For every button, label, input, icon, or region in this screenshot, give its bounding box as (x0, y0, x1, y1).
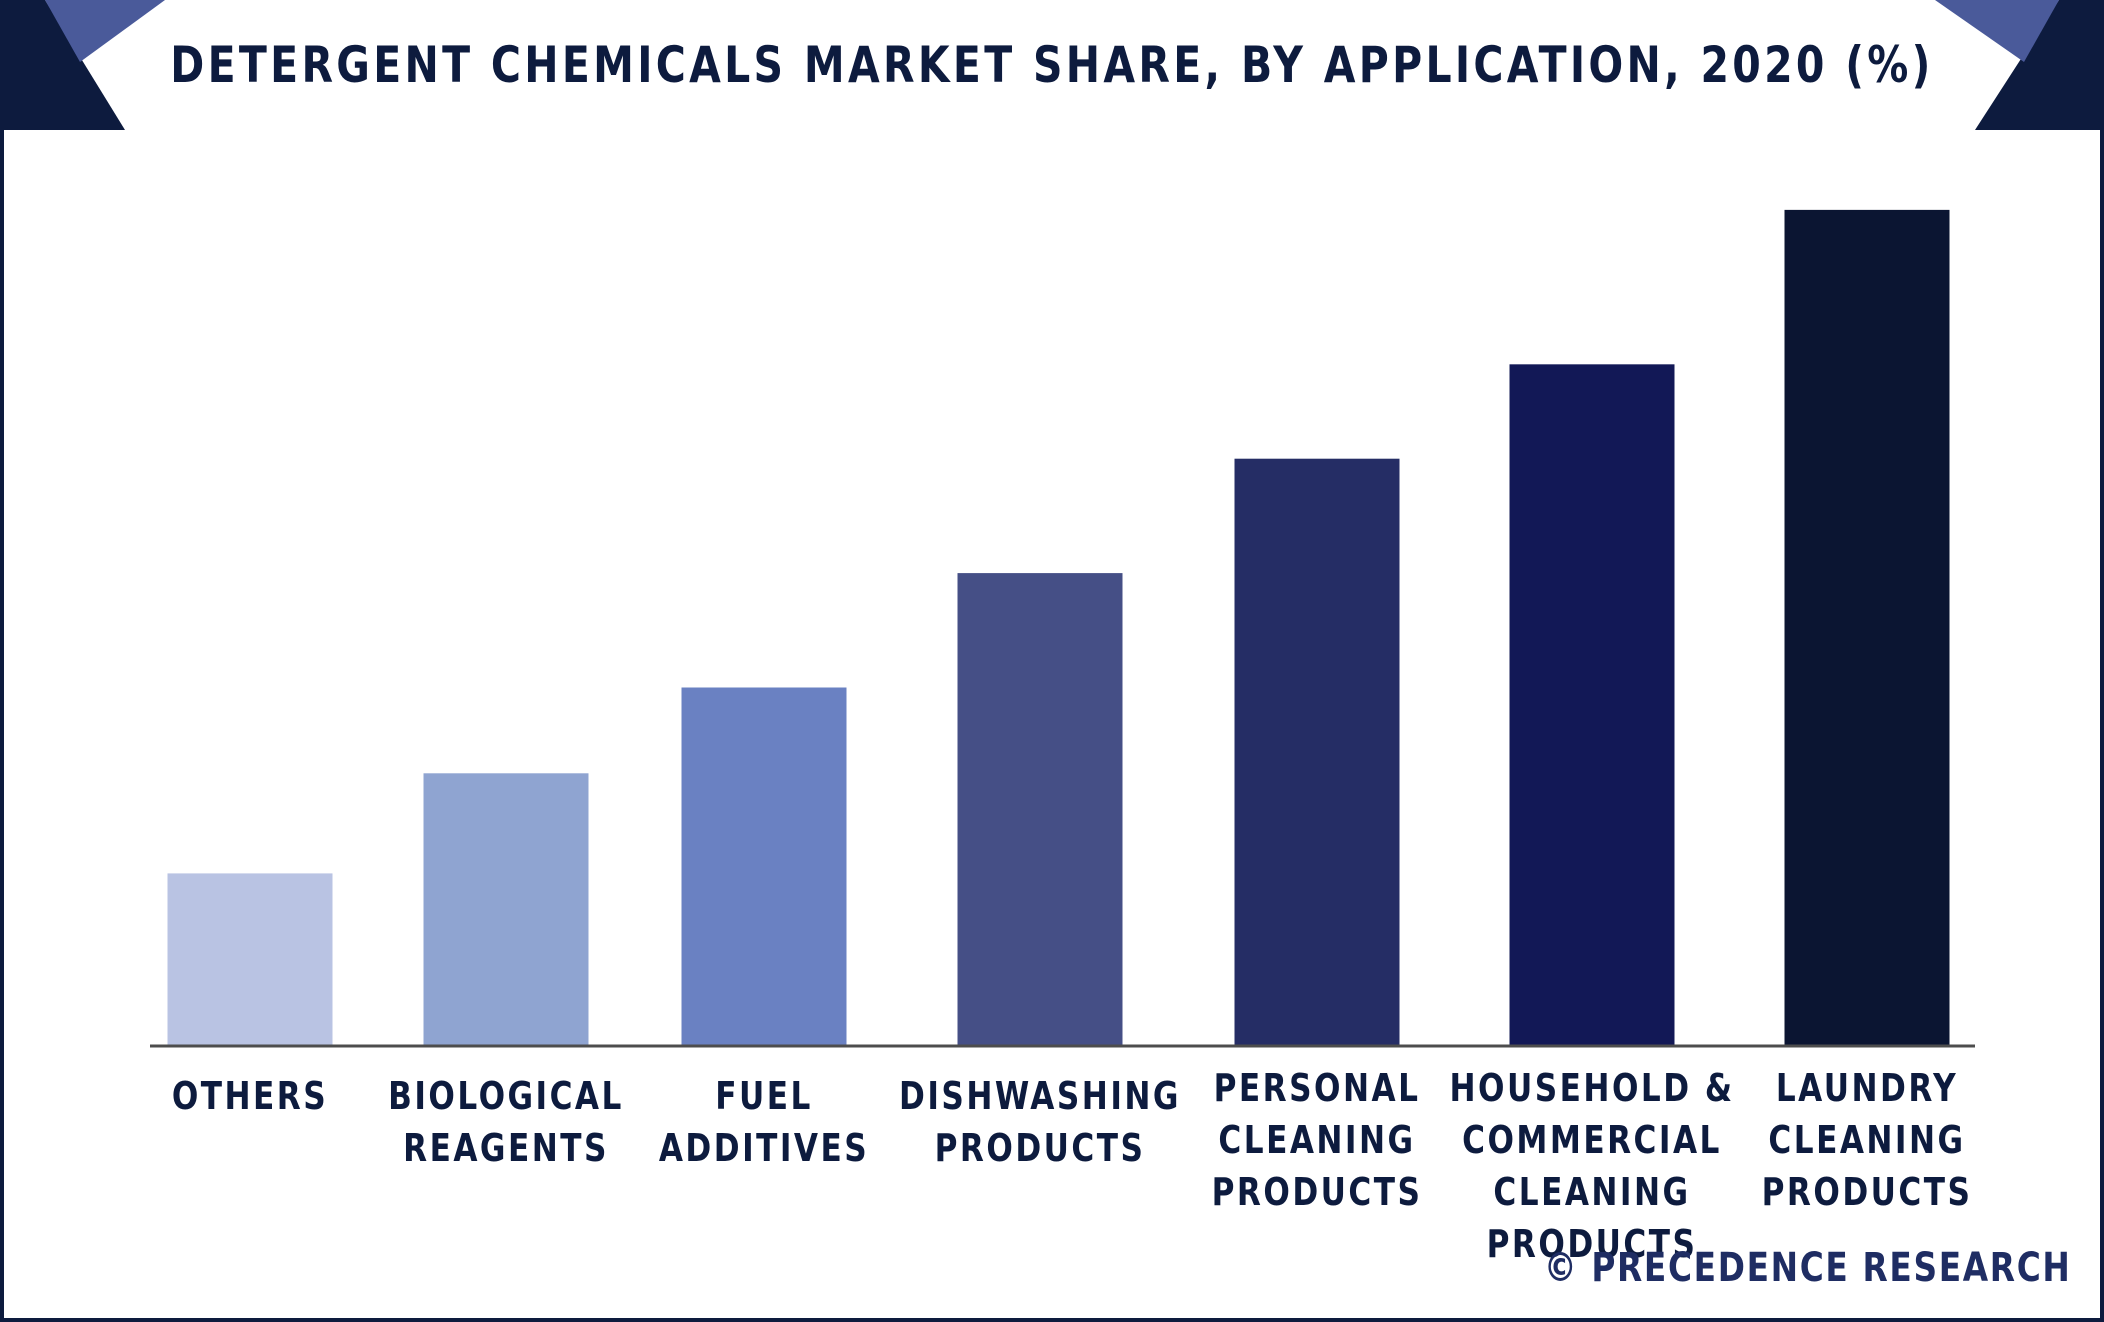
bar-4 (957, 573, 1123, 1045)
chart-title: DETERGENT CHEMICALS MARKET SHARE, BY APP… (170, 36, 1934, 94)
category-label-6: HOUSEHOLD & COMMERCIAL CLEANING PRODUCTS (1449, 1066, 1735, 1266)
header-right-corner-accent (1935, 0, 2059, 62)
header-decoration (45, 0, 2059, 130)
header-title-panel (45, 0, 2059, 130)
category-label-3: FUEL ADDITIVES (658, 1074, 870, 1170)
category-label-5: PERSONAL CLEANING PRODUCTS (1211, 1066, 1423, 1214)
bar-6 (1509, 364, 1675, 1045)
bar-1 (167, 873, 333, 1045)
category-label-7: LAUNDRY CLEANING PRODUCTS (1761, 1066, 1973, 1214)
category-label-2: BIOLOGICAL REAGENTS (388, 1074, 624, 1170)
source-credit: © PRECEDENCE RESEARCH (1544, 1245, 2072, 1291)
header-left-corner-accent (45, 0, 165, 62)
bar-7 (1784, 209, 1950, 1045)
category-label-1: OTHERS (171, 1074, 329, 1118)
bar-3 (681, 687, 847, 1045)
header-band: DETERGENT CHEMICALS MARKET SHARE, BY APP… (0, 0, 2104, 130)
bar-2 (423, 773, 589, 1045)
bars-group (167, 209, 1950, 1045)
bar-5 (1234, 458, 1400, 1045)
category-label-4: DISHWASHING PRODUCTS (899, 1074, 1181, 1170)
